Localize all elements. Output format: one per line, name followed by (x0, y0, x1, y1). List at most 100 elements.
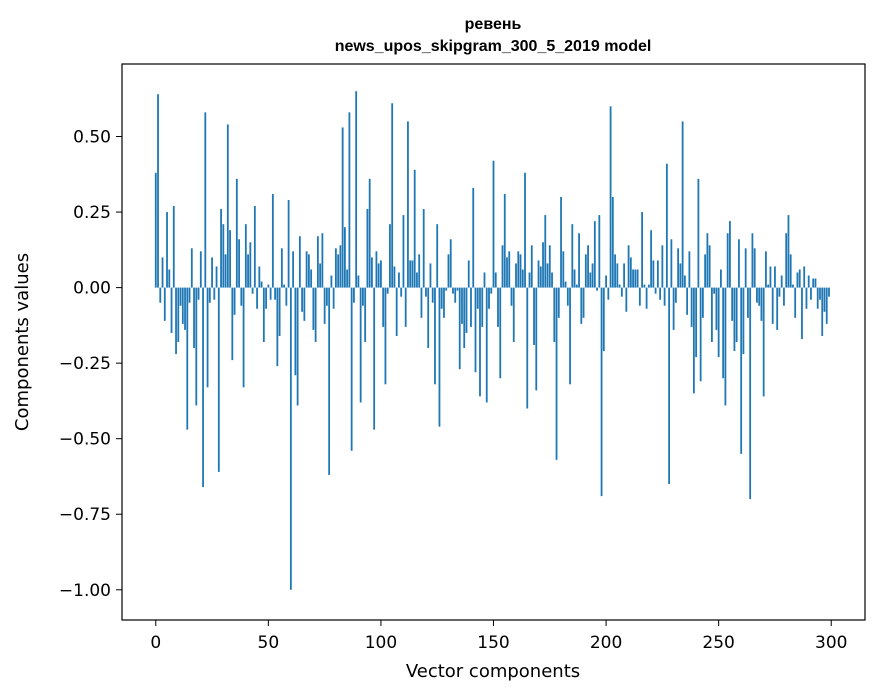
bar-217 (643, 284, 646, 288)
bar-26 (213, 287, 216, 300)
bar-182 (564, 281, 567, 288)
bar-128 (443, 287, 445, 318)
bar-249 (715, 287, 718, 330)
bar-80 (334, 248, 337, 288)
bar-57 (283, 284, 286, 288)
bar-229 (670, 239, 673, 288)
bar-113 (409, 260, 412, 288)
bar-11 (179, 287, 182, 306)
bar-68 (307, 254, 310, 288)
bar-66 (303, 287, 306, 321)
bar-58 (285, 287, 288, 306)
bar-126 (438, 287, 441, 427)
bar-205 (616, 263, 619, 288)
bar-145 (481, 287, 484, 327)
bar-21 (202, 287, 204, 488)
bar-260 (740, 287, 743, 454)
bar-270 (762, 287, 765, 397)
bar-36 (235, 178, 238, 288)
bar-298 (825, 287, 828, 324)
bar-143 (476, 287, 479, 309)
bar-15 (188, 287, 191, 303)
bar-107 (395, 287, 398, 336)
bar-189 (580, 287, 583, 324)
bar-28 (217, 287, 220, 472)
bar-1 (157, 94, 159, 288)
bar-219 (647, 284, 650, 288)
bar-202 (609, 106, 612, 288)
bar-272 (767, 284, 770, 288)
bar-155 (503, 193, 506, 288)
bar-242 (699, 287, 702, 382)
bar-214 (636, 269, 639, 288)
bar-177 (553, 287, 556, 342)
bar-257 (733, 287, 736, 352)
bar-175 (548, 245, 551, 288)
bar-141 (472, 187, 475, 288)
bar-275 (774, 266, 776, 288)
bar-212 (632, 269, 634, 288)
bar-194 (591, 263, 594, 288)
bar-129 (445, 287, 448, 291)
plot-frame (121, 63, 866, 621)
bar-131 (449, 239, 452, 288)
chart-title: ревень (465, 16, 522, 33)
bar-9 (175, 287, 177, 355)
bar-201 (607, 287, 610, 300)
bar-236 (686, 287, 689, 315)
bar-72 (316, 236, 319, 288)
bar-125 (436, 224, 439, 288)
bar-221 (652, 260, 655, 288)
bar-104 (389, 224, 391, 288)
bar-157 (508, 251, 511, 288)
bar-294 (816, 287, 819, 309)
y-tick-label: 0.00 (73, 279, 111, 299)
bar-54 (276, 287, 279, 367)
bar-38 (240, 287, 243, 306)
bar-168 (533, 287, 535, 346)
bar-231 (674, 287, 677, 303)
bar-140 (470, 287, 472, 327)
bar-237 (688, 251, 691, 288)
bar-94 (366, 209, 369, 288)
bar-204 (614, 254, 616, 288)
bar-122 (429, 263, 432, 288)
bar-49 (265, 287, 267, 309)
bar-51 (269, 287, 272, 300)
bar-191 (584, 254, 587, 288)
bar-248 (713, 287, 716, 294)
bar-153 (499, 287, 502, 379)
bar-187 (575, 284, 578, 288)
bar-258 (735, 287, 738, 342)
bar-206 (618, 284, 621, 288)
bar-22 (204, 112, 207, 288)
bar-220 (650, 230, 653, 288)
bar-244 (704, 254, 707, 288)
bar-218 (645, 287, 648, 309)
x-axis-label: Vector components (406, 661, 580, 682)
bar-118 (420, 287, 423, 318)
bar-119 (422, 209, 425, 288)
bar-146 (483, 272, 486, 288)
bar-159 (512, 287, 515, 342)
bar-227 (665, 163, 668, 288)
bar-100 (380, 260, 382, 288)
y-tick-label: −0.50 (59, 430, 111, 450)
bar-77 (328, 287, 331, 475)
bar-138 (465, 287, 468, 333)
bar-73 (319, 263, 322, 288)
bar-18 (195, 287, 198, 406)
bar-253 (724, 287, 727, 406)
x-tick-label: 50 (258, 633, 280, 653)
bar-series (154, 91, 830, 590)
bar-180 (560, 196, 562, 288)
bar-50 (267, 284, 270, 288)
bar-102 (384, 287, 387, 385)
bar-209 (625, 287, 628, 312)
bar-78 (330, 275, 333, 288)
bar-46 (258, 266, 261, 288)
bar-32 (226, 124, 229, 288)
bar-79 (332, 287, 335, 309)
bar-169 (535, 287, 538, 391)
